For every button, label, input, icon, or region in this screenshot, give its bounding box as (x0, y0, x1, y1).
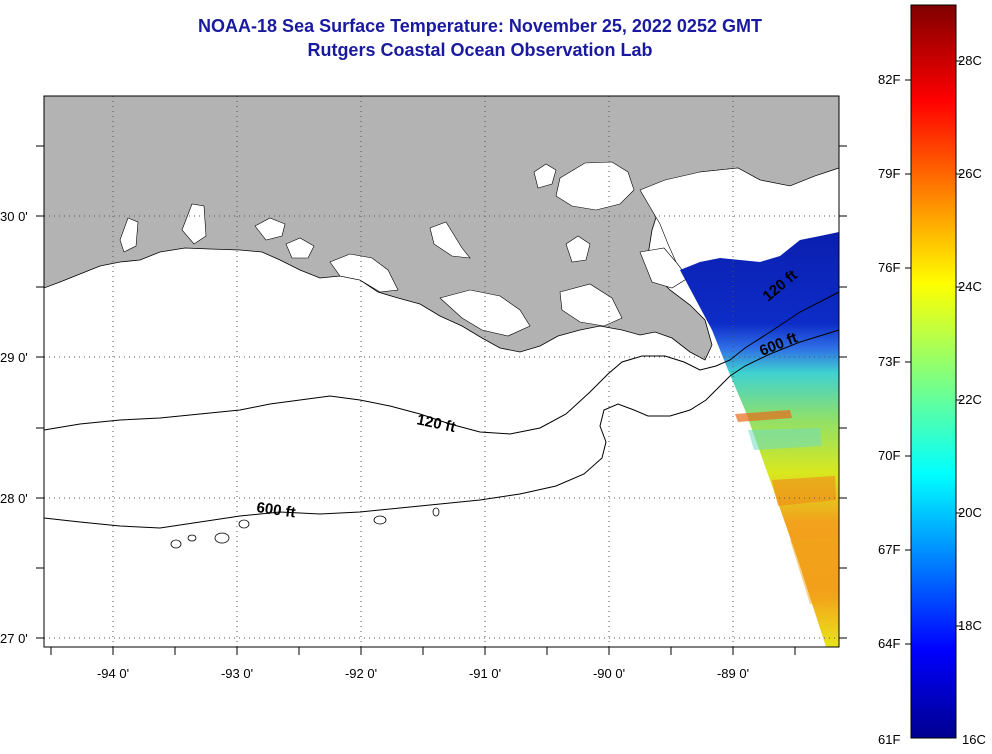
colorbar-label-c: 16C (962, 732, 986, 747)
colorbar-label-f: 79F (878, 166, 900, 181)
lake-pontchartrain (555, 161, 635, 211)
colorbar-ticks (905, 60, 962, 645)
colorbar-label-c: 28C (958, 53, 982, 68)
colorbar (910, 4, 957, 739)
contour-120ft (43, 291, 840, 435)
colorbar-label-f: 61F (878, 732, 900, 747)
colorbar-label-c: 22C (958, 392, 982, 407)
colorbar-label-f: 82F (878, 72, 900, 87)
contour-600ft (43, 329, 840, 529)
lake-grand (285, 237, 315, 259)
map-frame (43, 95, 840, 648)
colorbar-label-f: 67F (878, 542, 900, 557)
lon-tick-label: -92 0' (345, 666, 377, 681)
contour-label-600ft: 600 ft (255, 499, 296, 521)
bayou-waters-1 (429, 221, 471, 259)
colorbar-label-c: 20C (958, 505, 982, 520)
lat-tick-label: 28 0' (0, 491, 28, 506)
lake-calcasieu (181, 203, 207, 245)
lake-sabine (119, 217, 139, 253)
terrebonne-bays (439, 289, 531, 337)
colorbar-label-f: 76F (878, 260, 900, 275)
colorbar-label-c: 24C (958, 279, 982, 294)
title-line-1: NOAA-18 Sea Surface Temperature: Novembe… (198, 16, 762, 36)
colorbar-label-f: 73F (878, 354, 900, 369)
lon-tick-label: -93 0' (221, 666, 253, 681)
sst-warm-streak (735, 410, 792, 422)
contour-islands (170, 507, 440, 549)
colorbar-label-f: 70F (878, 448, 900, 463)
lake-white (254, 217, 286, 241)
sst-cool-patch (748, 428, 822, 450)
title-line-2: Rutgers Coastal Ocean Observation Lab (307, 40, 653, 60)
lat-tick-label: 29 0' (0, 350, 28, 365)
sst-warm-south (790, 536, 838, 604)
colorbar-label-c: 26C (958, 166, 982, 181)
bayou-waters-2 (565, 235, 591, 263)
chart-title: NOAA-18 Sea Surface Temperature: Novembe… (0, 14, 960, 62)
lake-maurepas (533, 163, 557, 189)
lon-tick-label: -90 0' (593, 666, 625, 681)
lon-tick-label: -94 0' (97, 666, 129, 681)
colorbar-label-f: 64F (878, 636, 900, 651)
graticule (44, 96, 839, 647)
lat-tick-label: 27 0' (0, 631, 28, 646)
lat-tick-label: 30 0' (0, 209, 28, 224)
barataria-bays (559, 283, 623, 327)
colorbar-label-c: 18C (958, 618, 982, 633)
axis-ticks (36, 145, 847, 655)
lon-tick-label: -89 0' (717, 666, 749, 681)
lon-tick-label: -91 0' (469, 666, 501, 681)
coastal-bays (329, 253, 399, 293)
